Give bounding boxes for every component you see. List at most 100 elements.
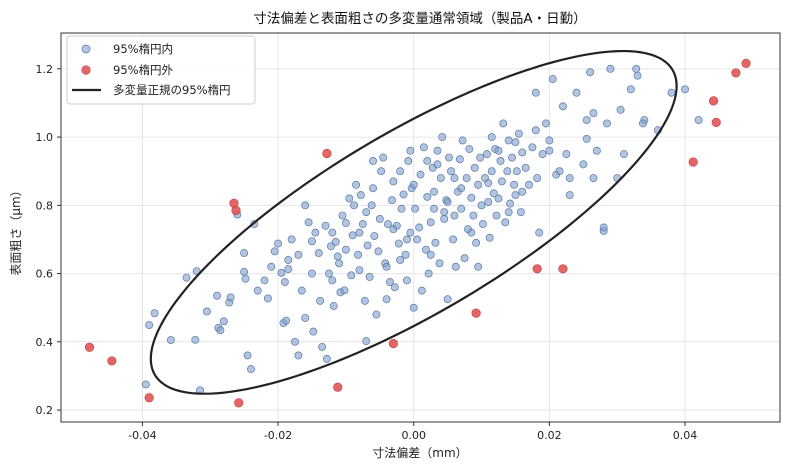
- data-point-inside: [440, 215, 449, 223]
- data-point-inside: [406, 228, 415, 237]
- data-point-inside: [415, 223, 424, 232]
- data-point-inside: [374, 247, 383, 256]
- data-point-inside: [548, 75, 557, 84]
- data-point-inside: [308, 269, 316, 278]
- data-point-inside: [469, 211, 478, 220]
- data-point-inside: [426, 218, 435, 227]
- data-point-inside: [462, 174, 471, 182]
- data-point-inside: [304, 218, 313, 227]
- data-point-inside: [450, 174, 459, 182]
- data-point-inside: [338, 211, 347, 220]
- data-point-inside: [246, 365, 255, 374]
- data-point-inside: [433, 146, 442, 155]
- data-point-inside: [322, 354, 331, 363]
- data-point-inside: [291, 337, 299, 346]
- x-tick-label: -0.04: [128, 429, 156, 442]
- data-point-inside: [457, 204, 466, 213]
- y-tick-label: 0.8: [36, 199, 54, 212]
- data-point-inside: [694, 116, 703, 124]
- data-point-inside: [191, 335, 200, 344]
- data-point-inside: [458, 136, 467, 145]
- data-point-inside: [494, 146, 503, 155]
- data-point-inside: [388, 196, 396, 205]
- data-point-inside: [443, 197, 452, 206]
- data-point-inside: [382, 262, 391, 271]
- data-point-inside: [487, 167, 496, 176]
- data-point-inside: [616, 105, 625, 114]
- data-point-inside: [538, 150, 547, 159]
- data-point-inside: [579, 160, 588, 169]
- data-point-inside: [324, 269, 333, 278]
- legend-label-outside: 95%楕円外: [113, 63, 174, 77]
- x-axis-title: 寸法偏差（mm）: [372, 445, 467, 460]
- data-point-inside: [327, 242, 335, 251]
- x-tick-label: 0.00: [401, 429, 426, 442]
- data-point-inside: [345, 194, 354, 203]
- data-point-inside: [360, 296, 369, 305]
- data-point-inside: [476, 153, 485, 162]
- data-point-inside: [356, 191, 365, 200]
- data-point-inside: [389, 177, 398, 186]
- data-point-inside: [457, 184, 466, 193]
- data-point-inside: [435, 259, 444, 268]
- data-point-inside: [419, 143, 428, 152]
- series-inside-points: [141, 64, 703, 395]
- data-point-inside: [572, 88, 581, 97]
- data-point-inside: [521, 163, 530, 172]
- data-point-inside: [280, 278, 289, 287]
- data-point-inside: [355, 266, 364, 275]
- data-point-inside: [241, 274, 250, 283]
- data-point-inside: [377, 167, 386, 176]
- data-point-inside: [314, 249, 323, 258]
- chart-title: 寸法偏差と表面粗さの多変量通常領域（製品A・日勤）: [253, 10, 586, 27]
- data-point-inside: [430, 187, 439, 196]
- x-tick-label: -0.02: [264, 429, 292, 442]
- data-point-inside: [582, 116, 591, 124]
- data-point-inside: [383, 220, 392, 229]
- data-point-inside: [340, 286, 349, 295]
- data-point-inside: [443, 295, 452, 304]
- data-point-inside: [492, 211, 501, 220]
- data-point-inside: [297, 286, 306, 295]
- data-point-inside: [431, 238, 440, 247]
- data-point-inside: [316, 296, 325, 305]
- data-point-inside: [421, 245, 430, 254]
- data-point-inside: [465, 145, 474, 153]
- data-point-outside: [708, 96, 719, 106]
- data-point-inside: [545, 146, 554, 155]
- data-point-inside: [633, 71, 642, 80]
- data-point-inside: [362, 337, 371, 346]
- data-point-inside: [470, 163, 479, 172]
- data-point-inside: [487, 133, 496, 142]
- data-point-inside: [341, 219, 350, 228]
- data-point-outside: [234, 398, 244, 408]
- data-point-inside: [531, 126, 540, 135]
- data-point-inside: [449, 235, 458, 244]
- legend-marker-outside: [81, 65, 91, 75]
- data-point-inside: [501, 218, 510, 227]
- data-point-outside: [144, 393, 154, 403]
- data-point-inside: [354, 250, 363, 259]
- data-point-inside: [308, 237, 316, 246]
- data-point-outside: [558, 264, 568, 274]
- y-tick-label: 0.6: [36, 268, 54, 281]
- data-point-inside: [433, 160, 442, 169]
- data-point-inside: [494, 194, 503, 203]
- data-point-inside: [592, 146, 601, 155]
- data-point-inside: [485, 233, 494, 242]
- x-tick-label: 0.02: [537, 429, 562, 442]
- data-point-inside: [263, 294, 272, 303]
- data-point-outside: [711, 117, 721, 128]
- data-point-inside: [409, 180, 418, 189]
- data-point-inside: [267, 262, 276, 271]
- data-point-outside: [107, 356, 117, 366]
- data-point-inside: [489, 189, 498, 198]
- data-point-inside: [260, 276, 269, 285]
- data-point-inside: [389, 225, 398, 234]
- data-point-inside: [240, 249, 249, 258]
- data-point-inside: [141, 380, 150, 389]
- data-point-inside: [478, 220, 487, 229]
- data-point-inside: [483, 150, 491, 159]
- data-point-inside: [639, 119, 647, 128]
- data-point-inside: [399, 190, 408, 199]
